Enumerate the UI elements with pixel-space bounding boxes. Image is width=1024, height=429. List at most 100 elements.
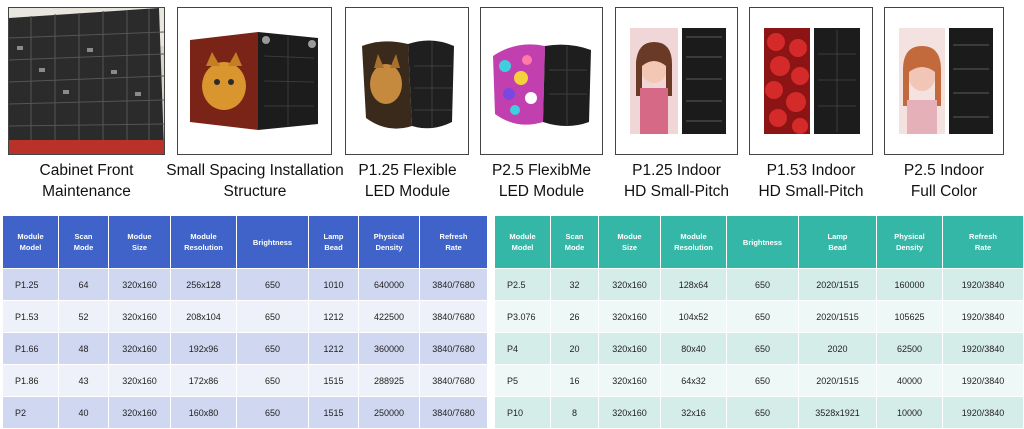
table-cell: P3.076: [494, 300, 551, 333]
spec-table-left: Module Model Scan Mode Modue Size Module Res…: [2, 215, 488, 429]
caption-line: Full Color: [910, 183, 978, 200]
caption-line: Small Spacing Installation: [166, 162, 344, 179]
table-cell: 160x80: [170, 396, 237, 429]
table-cell: 2020/1515: [798, 268, 877, 301]
table-cell: 40: [58, 396, 109, 429]
caption-line: P1.25 Indoor: [632, 162, 721, 179]
table-cell: 650: [726, 364, 799, 397]
strawberries-module-photo: [756, 26, 866, 136]
table-cell: 1515: [308, 396, 359, 429]
table-cell: 160000: [876, 268, 943, 301]
table-cell: 650: [726, 332, 799, 365]
column-header-brightness: Brightness: [236, 215, 309, 269]
product-card-p125-flexible: [345, 7, 469, 155]
table-cell: 3840/7680: [419, 332, 488, 365]
table-cell: 48: [58, 332, 109, 365]
table-cell: 26: [550, 300, 599, 333]
caption-line: Maintenance: [42, 183, 131, 200]
table-cell: 256x128: [170, 268, 237, 301]
caption-line: Cabinet Front: [39, 162, 134, 179]
table-cell: 320x160: [598, 332, 661, 365]
caption-line: HD Small-Pitch: [758, 183, 864, 200]
woman-portrait-module-photo: [891, 26, 997, 136]
table-cell: 360000: [358, 332, 420, 365]
table-cell: 3528x1921: [798, 396, 877, 429]
column-header-module-size: Modue Size: [108, 215, 171, 269]
spec-table-right: Module Model Scan Mode Modue Size Module Res…: [494, 215, 1024, 429]
table-cell: 1010: [308, 268, 359, 301]
column-header-lamp-bead: Lamp Bead: [308, 215, 359, 269]
product-card-p153-indoor: [749, 7, 873, 155]
product-caption-p153-indoor: P1.53 Indoor HD Small-Pitch: [742, 160, 880, 202]
table-cell: 650: [236, 300, 309, 333]
table-cell: 650: [236, 364, 309, 397]
table-cell: 1920/3840: [942, 268, 1024, 301]
colorful-flexible-module-photo: [487, 26, 596, 136]
column-header-module-resolution: Module Resolution: [660, 215, 727, 269]
table-cell: 422500: [358, 300, 420, 333]
table-cell: 1212: [308, 332, 359, 365]
table-row: P1.66 48 320x160 192x96 650 1212 360000 3840/76…: [2, 332, 488, 365]
table-cell: 650: [236, 332, 309, 365]
table-cell: 64: [58, 268, 109, 301]
table-row: P1.25 64 320x160 256x128 650 1010 640000 3840/7…: [2, 268, 488, 301]
table-cell: P4: [494, 332, 551, 365]
caption-line: P1.53 Indoor: [766, 162, 856, 179]
cabinet-wall-photo: [9, 8, 164, 154]
table-cell: 288925: [358, 364, 420, 397]
caption-line: P2.5 FlexibMe: [491, 162, 592, 179]
table-cell: 192x96: [170, 332, 237, 365]
product-caption-cabinet-front: Cabinet Front Maintenance: [5, 160, 168, 202]
product-card-small-spacing: [177, 7, 332, 155]
table-row: P3.076 26 320x160 104x52 650 2020/1515 105625 1…: [494, 300, 1024, 333]
table-row: P2 40 320x160 160x80 650 1515 250000 3840/7680: [2, 396, 488, 429]
table-row: P2.5 32 320x160 128x64 650 2020/1515 160000 192…: [494, 268, 1024, 301]
caption-line: P2.5 Indoor: [903, 162, 985, 179]
table-cell: 1920/3840: [942, 396, 1024, 429]
table-cell: 1920/3840: [942, 332, 1024, 365]
table-cell: 1920/3840: [942, 364, 1024, 397]
column-header-brightness: Brightness: [726, 215, 799, 269]
column-header-module-model: Module Model: [494, 215, 551, 269]
table-cell: 16: [550, 364, 599, 397]
table-cell: 1515: [308, 364, 359, 397]
table-header-row: Module Model Scan Mode Modue Size Module Res…: [2, 215, 488, 269]
table-cell: P10: [494, 396, 551, 429]
column-header-lamp-bead: Lamp Bead: [798, 215, 877, 269]
table-cell: 62500: [876, 332, 943, 365]
column-header-module-resolution: Module Resolution: [170, 215, 237, 269]
table-cell: 250000: [358, 396, 420, 429]
product-card-cabinet-front: [8, 7, 165, 155]
caption-line: LED Module: [498, 183, 585, 200]
column-header-physical-density: Physical Density: [876, 215, 943, 269]
table-cell: 32x16: [660, 396, 727, 429]
table-cell: 40000: [876, 364, 943, 397]
woman-portrait-module-photo: [622, 26, 731, 136]
column-header-module-model: Module Model: [2, 215, 59, 269]
caption-line: LED Module: [364, 183, 451, 200]
table-cell: 3840/7680: [419, 300, 488, 333]
caption-line: HD Small-Pitch: [623, 183, 730, 200]
table-row: P10 8 320x160 32x16 650 3528x1921 10000 1920/38…: [494, 396, 1024, 429]
caption-line: Structure: [223, 183, 287, 200]
table-cell: 320x160: [598, 364, 661, 397]
column-header-refresh-rate: Refresh Rate: [942, 215, 1024, 269]
table-cell: P1.66: [2, 332, 59, 365]
table-cell: P2: [2, 396, 59, 429]
table-cell: 650: [726, 300, 799, 333]
column-header-physical-density: Physical Density: [358, 215, 420, 269]
table-cell: 2020/1515: [798, 364, 877, 397]
column-header-scan-mode: Scan Mode: [58, 215, 109, 269]
table-cell: 3840/7680: [419, 396, 488, 429]
table-cell: 2020/1515: [798, 300, 877, 333]
table-cell: P2.5: [494, 268, 551, 301]
product-caption-p25-indoor: P2.5 Indoor Full Color: [872, 160, 1016, 202]
cat-screen-module-photo: [184, 26, 325, 136]
table-cell: 105625: [876, 300, 943, 333]
table-cell: 320x160: [108, 332, 171, 365]
table-cell: 650: [236, 268, 309, 301]
table-cell: 650: [726, 396, 799, 429]
table-cell: 2020: [798, 332, 877, 365]
product-caption-small-spacing: Small Spacing Installation Structure: [160, 160, 350, 202]
